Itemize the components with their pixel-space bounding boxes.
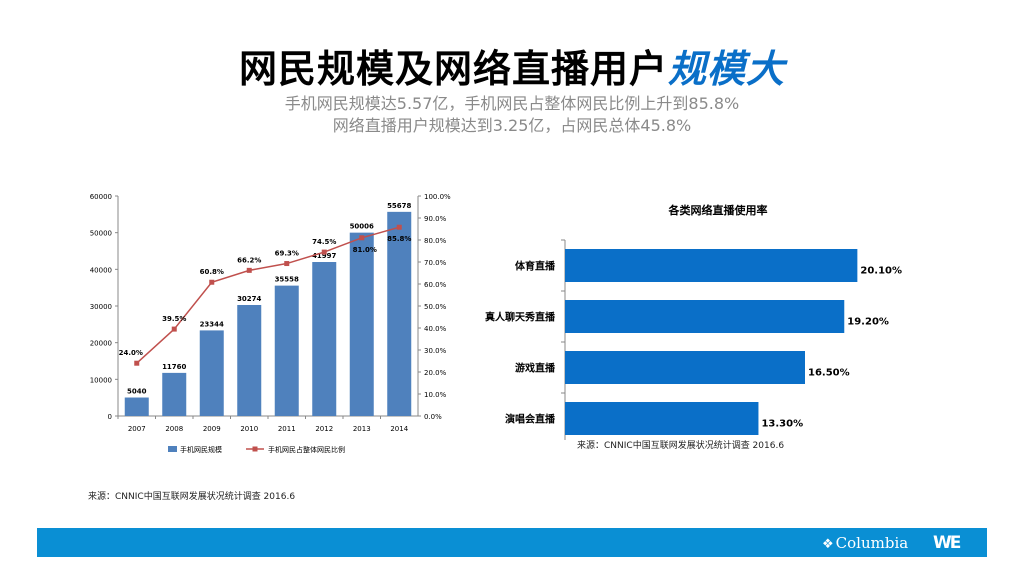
y-tick-label: 60000 <box>90 193 112 201</box>
y-tick-label: 0 <box>108 413 112 421</box>
ratio-point <box>134 360 140 366</box>
bar-2012 <box>312 262 337 416</box>
subtitle-line-1: 手机网民规模达5.57亿，手机网民占整体网民比例上升到85.8% <box>284 94 740 113</box>
hbar-value-label: 13.30% <box>761 419 803 430</box>
ratio-point <box>359 235 365 241</box>
y-tick-label: 50000 <box>90 230 112 238</box>
y2-tick-label: 80.0% <box>424 237 447 245</box>
we-logo: WE <box>933 533 961 553</box>
bar-value-label: 23344 <box>200 320 224 328</box>
bar-2010 <box>237 304 262 416</box>
title-main: 网民规模及网络直播用户 <box>238 47 668 91</box>
hbar-category-label: 演唱会直播 <box>505 413 556 426</box>
source-note-right: 来源：CNNIC中国互联网发展状况统计调查 2016.6 <box>577 441 785 451</box>
y2-tick-label: 40.0% <box>424 325 447 333</box>
y-tick-label: 40000 <box>90 266 112 274</box>
ratio-value-label: 24.0% <box>119 349 143 357</box>
page-title: 网民规模及网络直播用户规模大 <box>0 44 1024 94</box>
y-tick-label: 20000 <box>90 340 112 348</box>
bar-2013 <box>349 232 374 416</box>
x-tick-label: 2007 <box>128 425 146 433</box>
ratio-value-label: 39.5% <box>162 315 186 323</box>
x-tick-label: 2010 <box>240 425 258 433</box>
ratio-point <box>171 326 177 332</box>
ratio-point <box>396 224 402 230</box>
ratio-value-label: 60.8% <box>200 268 224 276</box>
legend-bar-label: 手机网民规模 <box>180 445 222 454</box>
ratio-value-label: 69.3% <box>275 250 299 258</box>
x-tick-label: 2014 <box>390 425 408 433</box>
hbar-真人聊天秀直播 <box>565 300 845 333</box>
hbar-chart-title: 各类网络直播使用率 <box>668 203 768 217</box>
y2-tick-label: 100.0% <box>424 193 451 201</box>
hbar-演唱会直播 <box>565 402 759 435</box>
ratio-point <box>284 261 290 267</box>
x-tick-label: 2013 <box>353 425 371 433</box>
x-tick-label: 2011 <box>278 425 296 433</box>
bar-value-label: 11760 <box>162 363 186 371</box>
y2-tick-label: 50.0% <box>424 303 447 311</box>
y2-tick-label: 20.0% <box>424 369 447 377</box>
y2-tick-label: 0.0% <box>424 413 442 421</box>
ratio-value-label: 66.2% <box>237 256 261 264</box>
y2-tick-label: 10.0% <box>424 391 447 399</box>
y2-tick-label: 30.0% <box>424 347 447 355</box>
ratio-point <box>209 279 215 285</box>
bar-value-label: 35558 <box>275 276 299 284</box>
bar-2011 <box>274 285 299 416</box>
x-tick-label: 2009 <box>203 425 221 433</box>
y-tick-label: 30000 <box>90 303 112 311</box>
mobile-users-combo-chart: 0 10000 20000 30000 40000 50000 60000 0.0% 10.0%… <box>90 193 451 454</box>
y2-tick-label: 90.0% <box>424 215 447 223</box>
bar-value-label: 55678 <box>387 202 411 210</box>
bar-value-label: 50006 <box>350 223 374 231</box>
ratio-point <box>246 267 252 273</box>
bar-value-label: 5040 <box>127 388 147 396</box>
bar-2009 <box>199 330 224 416</box>
title-highlight: 规模大 <box>668 47 786 91</box>
hbar-category-label: 体育直播 <box>515 260 556 273</box>
hbar-category-label: 真人聊天秀直播 <box>485 311 556 324</box>
y2-tick-label: 60.0% <box>424 281 447 289</box>
ratio-value-label: 81.0% <box>353 246 377 254</box>
hbar-体育直播 <box>565 249 858 282</box>
columbia-logo: ❖ Columbia <box>822 532 908 554</box>
bar-value-label: 30274 <box>237 295 261 303</box>
subtitle-line-2: 网络直播用户规模达到3.25亿，占网民总体45.8% <box>332 116 692 135</box>
source-note-left: 来源：CNNIC中国互联网发展状况统计调查 2016.6 <box>88 492 296 502</box>
y-tick-label: 10000 <box>90 376 112 384</box>
bar-2007 <box>124 397 149 416</box>
hbar-游戏直播 <box>565 351 805 384</box>
bar-2014 <box>387 211 412 416</box>
hbar-value-label: 16.50% <box>808 368 850 379</box>
columbia-logo-text: Columbia <box>835 534 909 552</box>
legend-line-marker <box>252 446 258 452</box>
y2-tick-label: 70.0% <box>424 259 447 267</box>
bar-value-label: 41997 <box>312 252 336 260</box>
columbia-diamond-icon: ❖ <box>822 537 834 552</box>
ratio-point <box>321 249 327 255</box>
hbar-value-label: 19.20% <box>847 317 889 328</box>
x-tick-label: 2008 <box>165 425 183 433</box>
ratio-line <box>136 226 400 364</box>
ratio-value-label: 74.5% <box>312 238 336 246</box>
hbar-category-label: 游戏直播 <box>515 362 556 375</box>
hbar-value-label: 20.10% <box>860 266 902 277</box>
legend-line-label: 手机网民占整体网民比例 <box>268 445 345 454</box>
legend-bar-swatch <box>168 446 177 452</box>
bar-2008 <box>162 372 187 416</box>
x-tick-label: 2012 <box>315 425 333 433</box>
footer-bar <box>37 528 987 557</box>
ratio-value-label: 85.8% <box>387 235 411 243</box>
